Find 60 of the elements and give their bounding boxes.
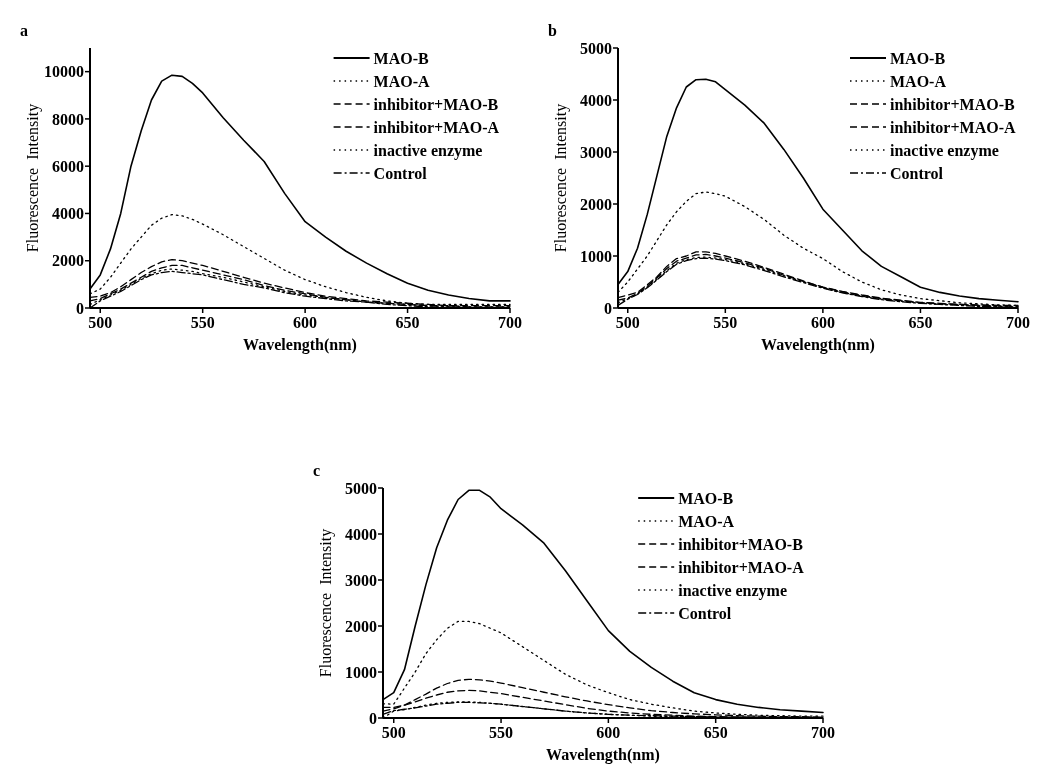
y-tick-label: 4000 (580, 91, 612, 109)
y-tick-label: 3000 (580, 143, 612, 161)
x-tick-label: 550 (713, 314, 738, 331)
x-tick-label: 550 (190, 314, 215, 331)
x-tick-label: 550 (489, 724, 514, 741)
x-tick-label: 500 (88, 314, 113, 331)
legend-label: MAO-B (678, 489, 734, 507)
chart-title: b (548, 22, 557, 39)
x-axis-title: Wavelength(nm) (761, 336, 875, 354)
x-axis-title: Wavelength(nm) (546, 746, 660, 764)
y-tick-label: 10000 (44, 63, 84, 81)
x-tick-label: 700 (811, 724, 835, 741)
legend-label: inhibitor+MAO-B (890, 95, 1016, 113)
legend-label: MAO-A (890, 72, 947, 90)
legend-label: inhibitor+MAO-A (890, 118, 1017, 136)
x-axis-title: Wavelength(nm) (243, 336, 357, 354)
legend-label: Control (678, 604, 732, 622)
legend-label: inhibitor+MAO-A (373, 118, 500, 136)
x-tick-label: 600 (293, 314, 318, 331)
x-tick-label: 650 (395, 314, 420, 331)
legend-label: MAO-A (373, 72, 431, 90)
y-tick-label: 2000 (52, 252, 84, 270)
x-tick-label: 700 (1006, 314, 1030, 331)
legend-label: Control (890, 164, 944, 182)
y-tick-label: 2000 (580, 195, 612, 213)
y-tick-label: 0 (604, 299, 612, 317)
x-tick-label: 500 (381, 724, 406, 741)
y-tick-label: 1000 (580, 247, 612, 265)
y-tick-label: 4000 (345, 525, 377, 543)
chart-title: c (313, 462, 321, 479)
y-tick-label: 5000 (345, 479, 377, 497)
legend-label: inactive enzyme (890, 141, 999, 160)
x-tick-label: 700 (498, 314, 522, 331)
y-tick-label: 0 (76, 299, 84, 317)
y-axis-title: Fluorescence Intensity (24, 103, 42, 253)
legend-label: inactive enzyme (678, 581, 788, 600)
y-tick-label: 0 (369, 709, 377, 727)
legend-label: inhibitor+MAO-A (678, 558, 805, 576)
x-tick-label: 600 (596, 724, 621, 741)
y-tick-label: 8000 (52, 110, 84, 128)
legend-label: inactive enzyme (373, 141, 483, 160)
legend-label: inhibitor+MAO-B (373, 95, 499, 113)
x-tick-label: 600 (810, 314, 835, 331)
x-tick-label: 650 (703, 724, 728, 741)
y-tick-label: 1000 (345, 663, 377, 681)
y-tick-label: 5000 (580, 39, 612, 57)
x-tick-label: 650 (908, 314, 933, 331)
y-tick-label: 2000 (345, 617, 377, 635)
legend-label: MAO-B (890, 49, 946, 67)
x-tick-label: 500 (615, 314, 640, 331)
legend-label: MAO-B (373, 49, 430, 67)
y-tick-label: 6000 (52, 157, 84, 175)
legend-label: inhibitor+MAO-B (678, 535, 804, 553)
y-tick-label: 4000 (52, 205, 84, 223)
y-tick-label: 3000 (345, 571, 377, 589)
legend-label: Control (373, 164, 428, 182)
chart-title: a (20, 22, 28, 39)
y-axis-title: Fluorescence Intensity (552, 103, 570, 253)
legend-label: MAO-A (678, 512, 735, 530)
y-axis-title: Fluorescence Intensity (317, 528, 335, 678)
